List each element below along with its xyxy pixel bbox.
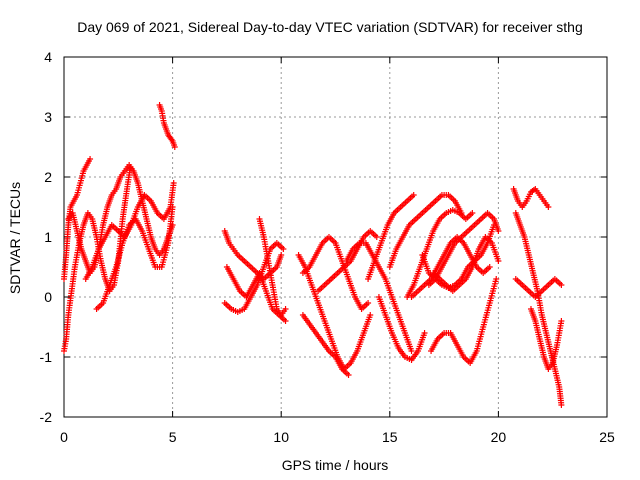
series-track-2 <box>61 165 134 354</box>
data-point <box>558 402 565 408</box>
x-tick-label: 20 <box>491 429 507 445</box>
series-track-23 <box>428 276 500 366</box>
series-track-9 <box>223 264 289 324</box>
data-point <box>495 228 502 234</box>
data-points <box>61 102 565 408</box>
series-track-18 <box>386 192 465 270</box>
data-point <box>87 156 94 162</box>
data-point <box>495 258 502 264</box>
y-tick-label: 3 <box>44 109 52 125</box>
series-track-16 <box>365 192 417 282</box>
series-track-12 <box>299 234 372 312</box>
data-point <box>282 318 289 324</box>
x-tick-label: 15 <box>382 429 398 445</box>
chart-title: Day 069 of 2021, Sidereal Day-to-day VTE… <box>77 19 583 35</box>
x-tick-label: 25 <box>599 429 615 445</box>
series-track-6 <box>156 102 178 150</box>
data-point <box>545 204 552 210</box>
axis-ticks: 0 5 10 15 20 25 -2 -1 0 1 2 3 4 <box>40 49 615 445</box>
x-tick-label: 10 <box>273 429 289 445</box>
data-point <box>493 276 500 282</box>
data-point <box>280 246 287 252</box>
data-point <box>558 318 565 324</box>
series-track-10 <box>256 216 289 318</box>
series-track-24 <box>430 234 502 294</box>
y-tick-label: 2 <box>44 169 52 185</box>
series-track-27 <box>512 276 565 300</box>
data-point <box>408 348 415 354</box>
y-tick-label: 1 <box>44 229 52 245</box>
y-tick-label: -2 <box>40 409 53 425</box>
data-point <box>170 180 177 186</box>
x-tick-label: 5 <box>169 429 177 445</box>
y-tick-label: -1 <box>40 349 53 365</box>
data-point <box>558 282 565 288</box>
data-point <box>421 330 428 336</box>
data-point <box>171 144 178 150</box>
data-point <box>410 192 417 198</box>
x-axis-label: GPS time / hours <box>282 457 389 473</box>
data-point <box>282 306 289 312</box>
y-tick-label: 0 <box>44 289 52 305</box>
data-point <box>365 300 372 306</box>
series-track-5 <box>93 204 176 312</box>
series-track-11 <box>295 252 374 372</box>
series-track-15 <box>343 240 415 354</box>
series-track-14 <box>299 312 352 378</box>
y-axis-label: SDTVAR / TECUs <box>7 182 23 294</box>
data-point <box>469 210 476 216</box>
series-track-28 <box>527 306 565 372</box>
data-point <box>373 234 380 240</box>
data-point <box>367 312 374 318</box>
data-point <box>486 264 493 270</box>
x-tick-label: 0 <box>60 429 68 445</box>
series-track-20 <box>408 234 493 300</box>
y-tick-label: 4 <box>44 49 52 65</box>
series-track-17 <box>375 294 428 363</box>
data-point <box>345 372 352 378</box>
data-point <box>169 204 176 210</box>
series-track-26 <box>512 210 565 408</box>
series-track-1 <box>61 156 94 282</box>
data-point <box>278 252 285 258</box>
series-track-25 <box>510 186 552 210</box>
